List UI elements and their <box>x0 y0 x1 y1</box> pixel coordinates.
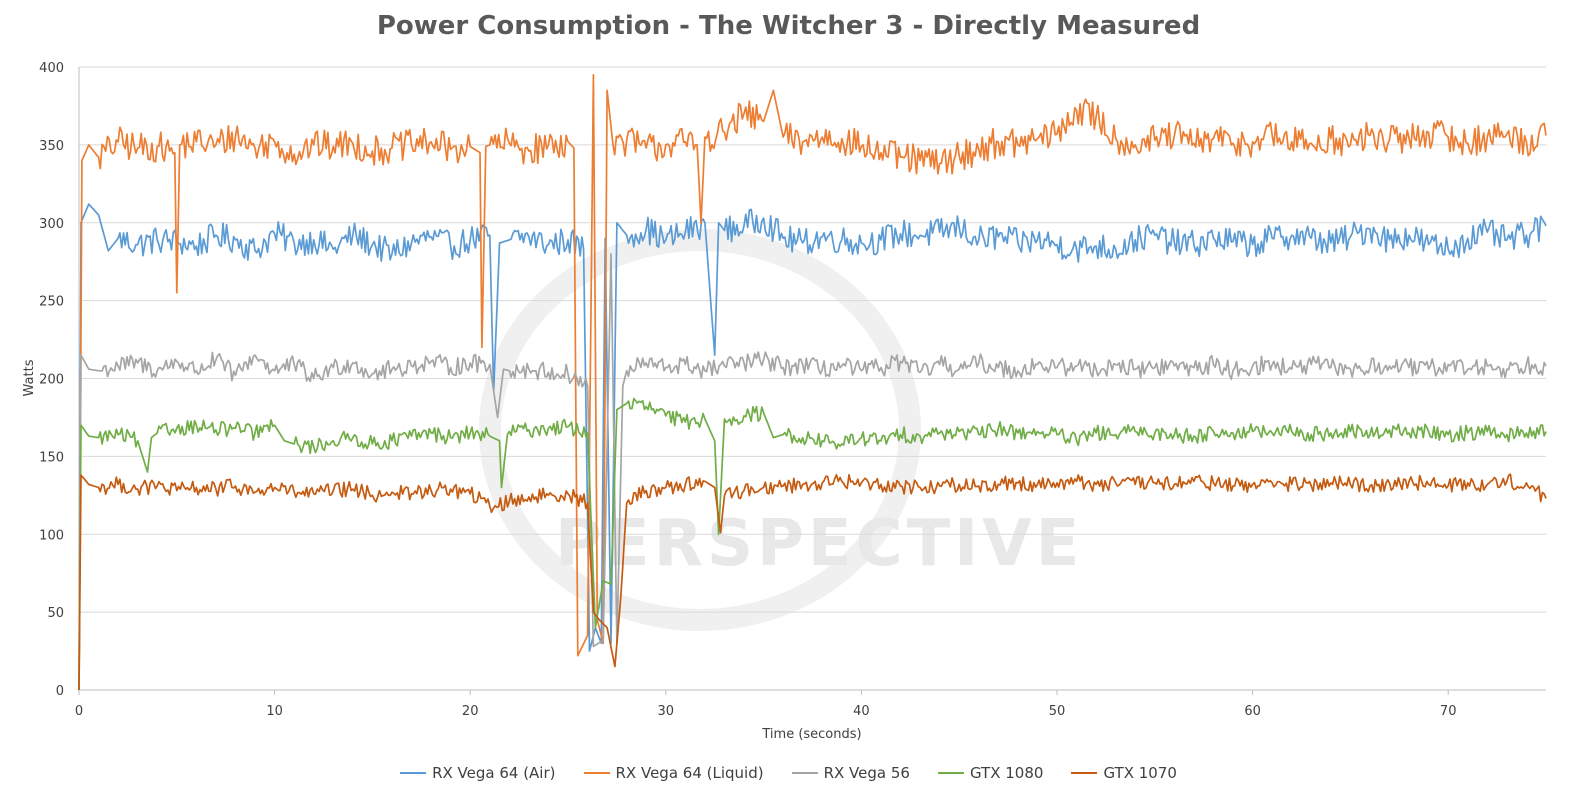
y-tick-label: 400 <box>39 61 64 76</box>
legend-label: GTX 1080 <box>969 764 1044 782</box>
y-tick-label: 0 <box>56 684 64 699</box>
x-tick-label: 40 <box>853 704 870 719</box>
y-tick-label: 350 <box>39 139 64 154</box>
y-tick-label: 150 <box>39 450 64 465</box>
legend-label: RX Vega 64 (Liquid) <box>615 764 764 782</box>
y-tick-label: 200 <box>39 373 64 388</box>
legend-item: RX Vega 64 (Air) <box>400 764 556 782</box>
legend-swatch <box>937 772 964 774</box>
x-tick-label: 10 <box>266 704 283 719</box>
y-axis-label: Watts <box>22 359 37 396</box>
y-tick-label: 50 <box>47 606 64 621</box>
y-tick-label: 300 <box>39 217 64 232</box>
legend-swatch <box>1071 772 1098 774</box>
series-line-rx-vega-64-air <box>78 203 1547 691</box>
legend-swatch <box>400 772 427 774</box>
legend-label: RX Vega 64 (Air) <box>432 764 556 782</box>
y-tick-label: 100 <box>39 528 64 543</box>
y-tick-label: 250 <box>39 295 64 310</box>
legend-item: GTX 1070 <box>1071 764 1177 782</box>
legend-label: RX Vega 56 <box>823 764 910 782</box>
series-line-gtx-1080 <box>78 397 1547 691</box>
series-line-rx-vega-64-liquid <box>78 73 1547 691</box>
legend-item: RX Vega 64 (Liquid) <box>583 764 764 782</box>
legend-item: GTX 1080 <box>937 764 1044 782</box>
legend-swatch <box>791 772 818 774</box>
series-line-gtx-1070 <box>78 473 1547 691</box>
x-tick-label: 70 <box>1440 704 1457 719</box>
watermark-text: PERSPECTIVE <box>555 507 1083 581</box>
x-axis-label: Time (seconds) <box>761 727 861 742</box>
x-tick-labels: 0 10 20 30 40 50 60 70 <box>75 704 1457 719</box>
legend-label: GTX 1070 <box>1103 764 1177 782</box>
x-tick-label: 0 <box>75 704 83 719</box>
series-group <box>78 73 1547 691</box>
chart-title: Power Consumption - The Witcher 3 - Dire… <box>376 11 1201 41</box>
legend: RX Vega 64 (Air) RX Vega 64 (Liquid) RX Ve… <box>0 764 1577 782</box>
x-tick-label: 20 <box>462 704 479 719</box>
x-tick-label: 50 <box>1049 704 1066 719</box>
x-tick-label: 60 <box>1244 704 1261 719</box>
legend-item: RX Vega 56 <box>791 764 910 782</box>
legend-swatch <box>583 772 610 774</box>
series-line-rx-vega-56 <box>78 253 1547 691</box>
x-tick-label: 30 <box>658 704 675 719</box>
y-tick-labels: 0 50 100 150 200 250 300 350 400 <box>39 61 64 699</box>
